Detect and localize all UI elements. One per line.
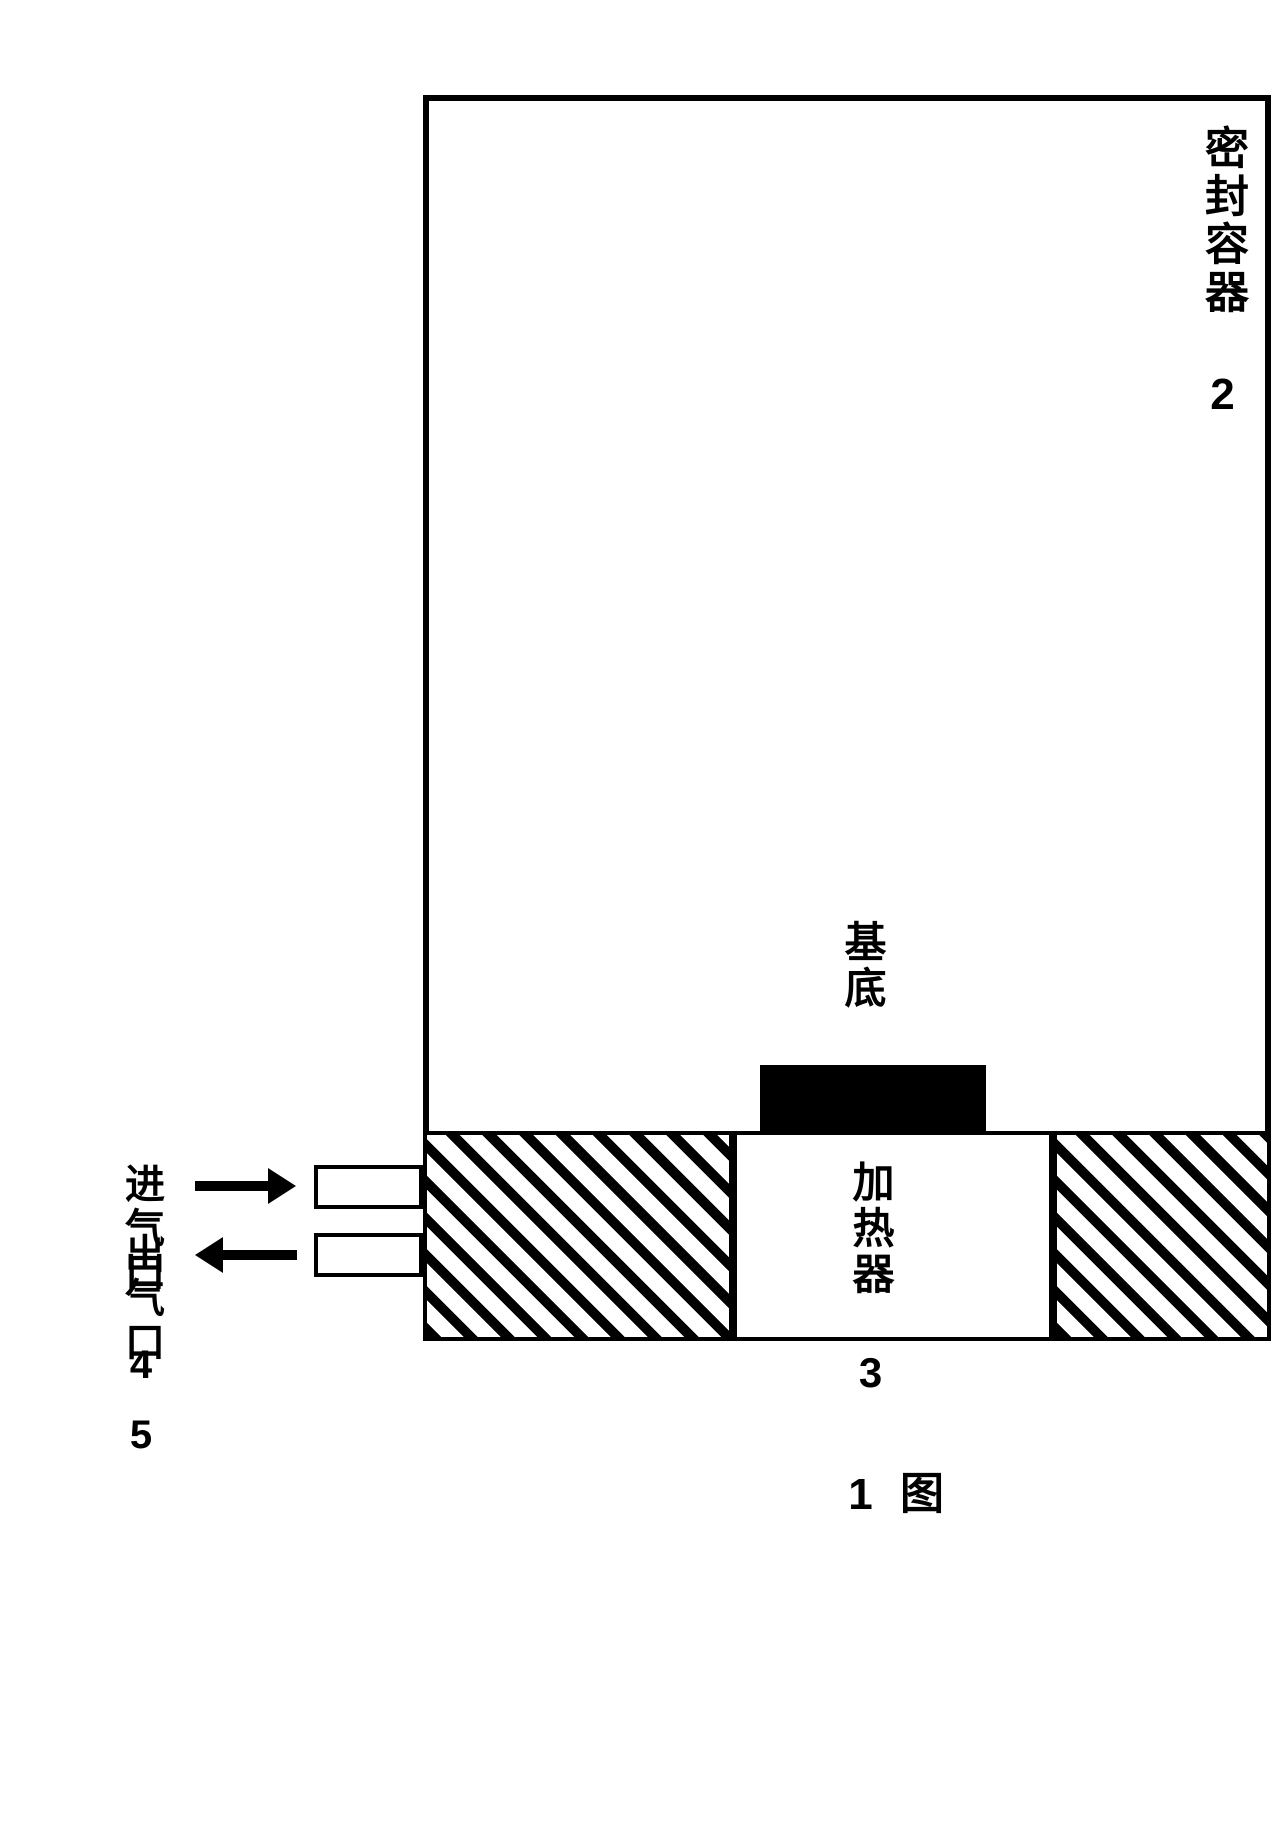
- sealed-container-label: 密封容器 2: [1190, 125, 1254, 423]
- outlet-label: 出气口 5: [112, 1233, 170, 1461]
- hatched-support-left: [423, 1131, 733, 1341]
- figure-caption: 图 1: [835, 1470, 949, 1590]
- outlet-pipe: [314, 1233, 423, 1277]
- inlet-pipe: [314, 1165, 423, 1209]
- inlet-arrow-shaft: [195, 1181, 270, 1191]
- heater-label: 加热器 3: [840, 1160, 901, 1400]
- substrate-label: 基底 1: [832, 920, 893, 1114]
- hatched-support-right: [1053, 1131, 1271, 1341]
- diagram-area: 密封容器 2 加热器 3 基底 1 进气口 4 出气口 5 图 1: [140, 50, 1140, 1590]
- inlet-arrow-head: [268, 1168, 296, 1204]
- outlet-arrow-shaft: [222, 1250, 297, 1260]
- outlet-arrow-head: [195, 1237, 223, 1273]
